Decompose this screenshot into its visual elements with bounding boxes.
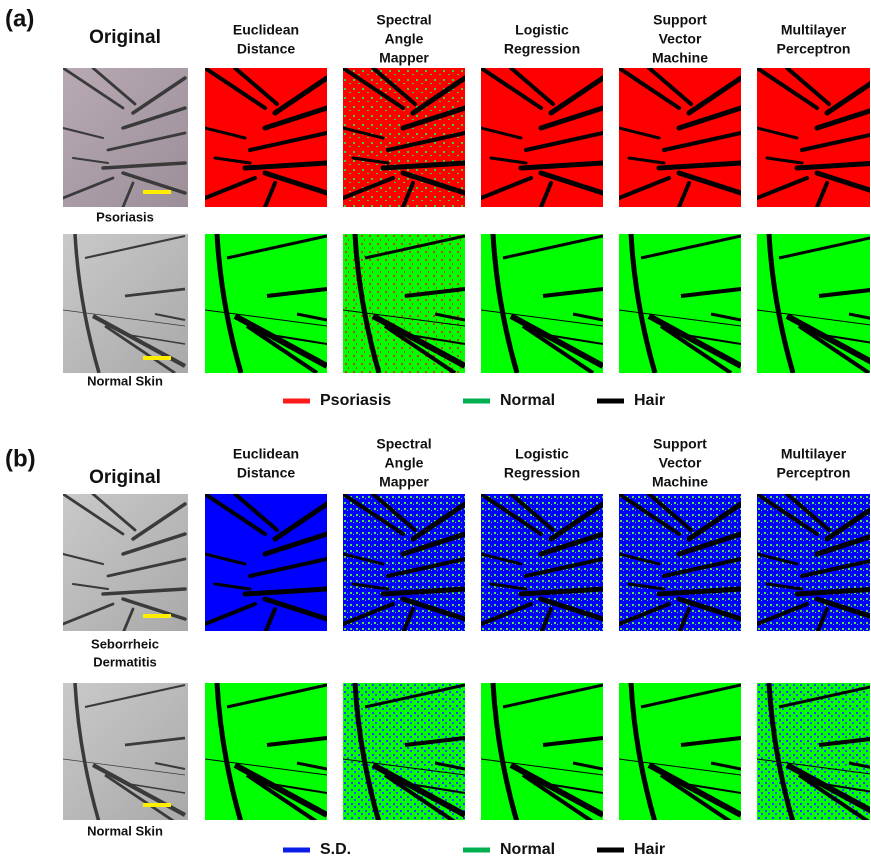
image-panel xyxy=(205,68,327,207)
method-header: Perceptron xyxy=(777,41,851,57)
legend-label: Hair xyxy=(634,392,665,409)
method-header: Support xyxy=(653,12,707,28)
row-label: Normal Skin xyxy=(87,823,163,838)
image-panel xyxy=(481,68,603,207)
method-header: Mapper xyxy=(379,50,429,66)
method-header: Vector xyxy=(659,455,702,471)
method-header: Perceptron xyxy=(777,465,851,481)
image-panel xyxy=(757,683,871,822)
method-header: Machine xyxy=(652,50,708,66)
method-header: Vector xyxy=(659,31,702,47)
legend-label: Psoriasis xyxy=(320,392,391,409)
image-panel xyxy=(619,68,741,207)
method-header: Angle xyxy=(385,31,424,47)
image-panel xyxy=(205,234,327,373)
method-header: Distance xyxy=(237,465,296,481)
method-header: Euclidean xyxy=(233,446,299,462)
figure: (a) Original Euclidean Distance Spectral Angl… xyxy=(0,0,871,858)
image-panel xyxy=(343,683,465,822)
method-header: Multilayer xyxy=(781,22,847,38)
image-panel xyxy=(63,234,188,373)
image-panel xyxy=(481,234,603,373)
legend-label: S.D. xyxy=(320,841,351,858)
method-header: Euclidean xyxy=(233,22,299,38)
image-panel xyxy=(63,494,188,633)
legend-label: Normal xyxy=(500,841,555,858)
image-panel xyxy=(481,494,603,633)
row-label: Psoriasis xyxy=(96,209,154,224)
image-panel xyxy=(343,234,465,373)
row-label: Dermatitis xyxy=(93,654,157,669)
image-panel xyxy=(343,494,465,633)
method-header: Regression xyxy=(504,465,580,481)
method-header: Distance xyxy=(237,41,296,57)
image-panel xyxy=(481,683,603,822)
image-panel xyxy=(619,494,741,633)
image-panel xyxy=(63,683,188,822)
column-header: Original xyxy=(89,27,161,48)
method-header: Spectral xyxy=(376,12,431,28)
panel-label: (b) xyxy=(5,445,36,472)
method-header: Mapper xyxy=(379,474,429,490)
image-panel xyxy=(757,68,871,207)
image-panel xyxy=(205,683,327,822)
column-header: Original xyxy=(89,467,161,488)
image-panel xyxy=(205,494,327,633)
method-header: Support xyxy=(653,436,707,452)
method-header: Multilayer xyxy=(781,446,847,462)
method-header: Logistic xyxy=(515,22,569,38)
method-header: Regression xyxy=(504,41,580,57)
legend-label: Normal xyxy=(500,392,555,409)
method-header: Logistic xyxy=(515,446,569,462)
method-header: Angle xyxy=(385,455,424,471)
image-panel xyxy=(619,683,741,822)
panel-label: (a) xyxy=(5,5,34,32)
legend-label: Hair xyxy=(634,841,665,858)
image-panel xyxy=(619,234,741,373)
row-label: Seborrheic xyxy=(91,636,159,651)
image-panel xyxy=(757,234,871,373)
image-panel xyxy=(757,494,871,633)
row-label: Normal Skin xyxy=(87,373,163,388)
image-panel xyxy=(343,68,465,207)
method-header: Machine xyxy=(652,474,708,490)
method-header: Spectral xyxy=(376,436,431,452)
image-panel xyxy=(63,68,188,207)
